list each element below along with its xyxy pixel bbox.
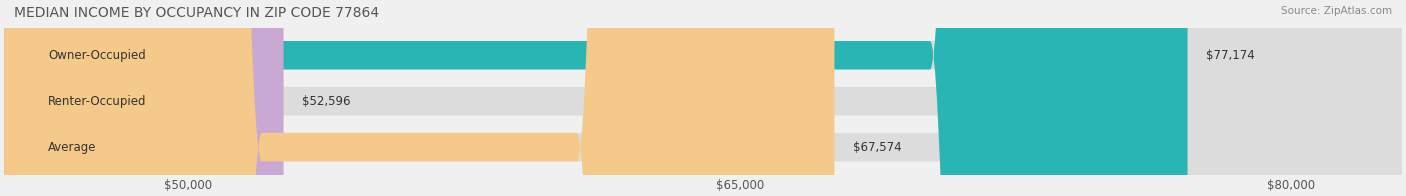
Text: Renter-Occupied: Renter-Occupied <box>48 95 146 108</box>
Text: $67,574: $67,574 <box>853 141 901 154</box>
Text: MEDIAN INCOME BY OCCUPANCY IN ZIP CODE 77864: MEDIAN INCOME BY OCCUPANCY IN ZIP CODE 7… <box>14 6 380 20</box>
FancyBboxPatch shape <box>4 0 284 196</box>
FancyBboxPatch shape <box>4 0 1402 196</box>
FancyBboxPatch shape <box>4 0 834 196</box>
Text: Source: ZipAtlas.com: Source: ZipAtlas.com <box>1281 6 1392 16</box>
Text: Owner-Occupied: Owner-Occupied <box>48 49 146 62</box>
Text: $77,174: $77,174 <box>1206 49 1254 62</box>
FancyBboxPatch shape <box>4 0 1188 196</box>
Text: $52,596: $52,596 <box>302 95 350 108</box>
Text: Average: Average <box>48 141 97 154</box>
FancyBboxPatch shape <box>4 0 1402 196</box>
FancyBboxPatch shape <box>4 0 1402 196</box>
